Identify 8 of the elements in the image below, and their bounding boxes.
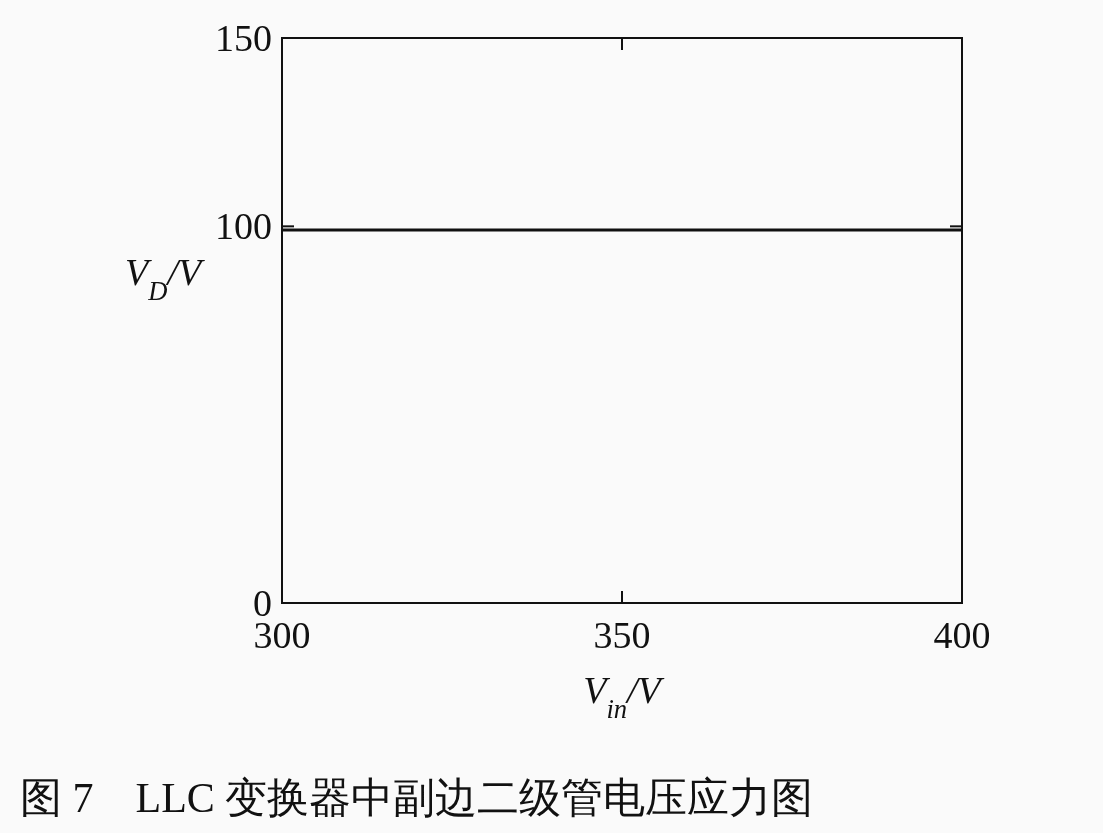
- y-axis-title: V$_{D}$/V: [125, 251, 205, 306]
- text: 图 7 LLC 变换器中副边二级管电压应力图: [20, 775, 814, 821]
- y-tick-label: 150: [215, 17, 272, 59]
- x-tick-label: 350: [593, 614, 651, 656]
- y-tick-label: 0: [253, 582, 272, 624]
- y-tick-label: 100: [215, 205, 272, 248]
- x-axis-title: V$_{in}$/V: [583, 669, 665, 724]
- x-tick-label: 400: [933, 614, 991, 656]
